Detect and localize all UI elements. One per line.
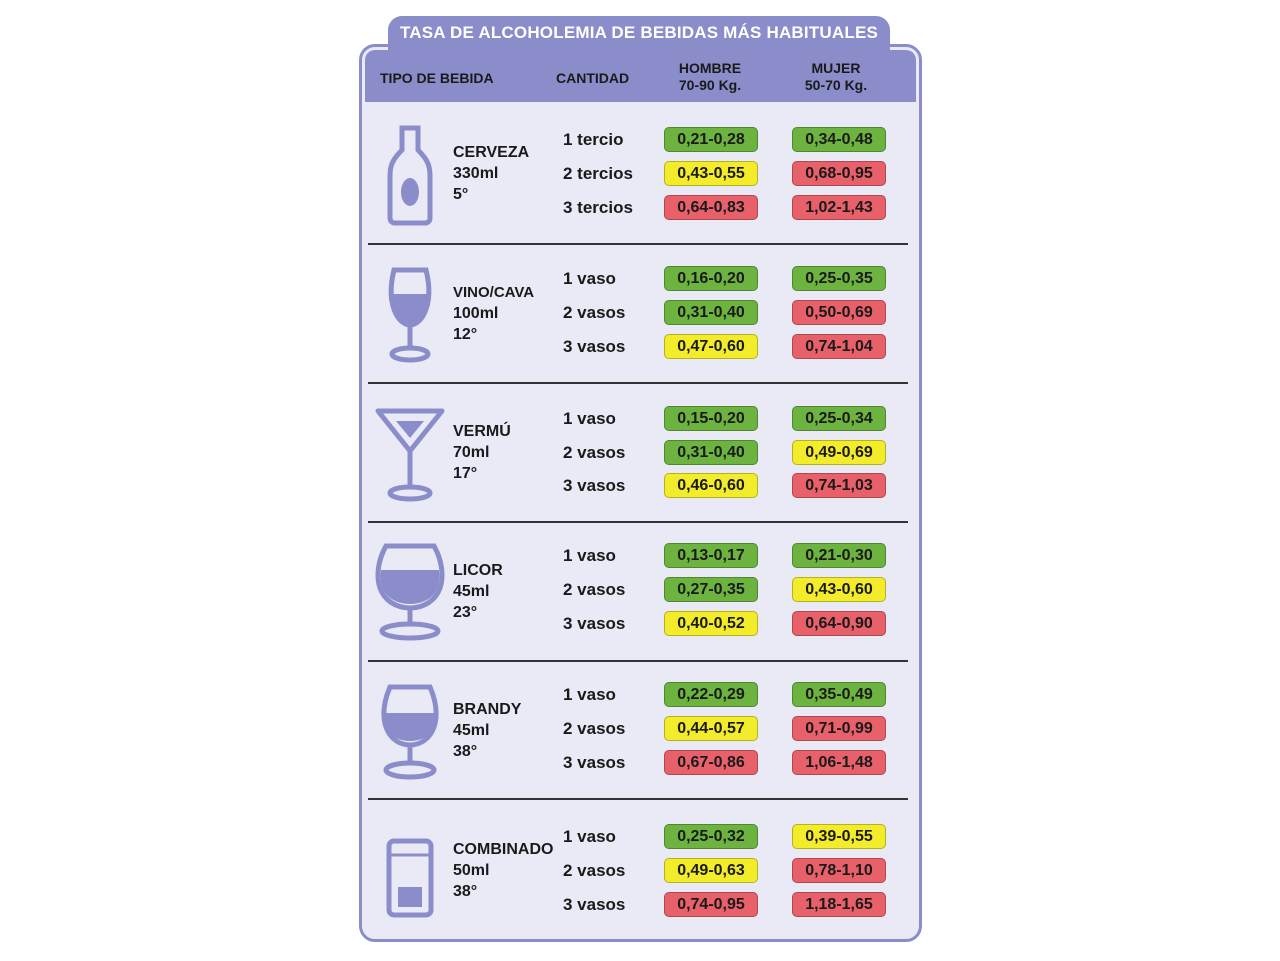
quantity-label: 2 vasos: [563, 303, 626, 322]
row-divider: [368, 243, 908, 245]
hombre-value-badge: 0,64-0,83: [664, 195, 758, 220]
drink-degrees: 12°: [453, 326, 478, 343]
hombre-value-badge: 0,46-0,60: [664, 473, 758, 498]
drink-section-cerveza: CERVEZA 330ml 5° 1 tercio 2 tercios 3 te…: [368, 104, 908, 243]
quantity-label: 3 tercios: [563, 198, 633, 217]
header-cantidad: CANTIDAD: [556, 70, 630, 86]
mujer-value-badge: 0,50-0,69: [792, 300, 886, 325]
drink-name: VERMÚ: [453, 423, 511, 440]
mujer-value-badge: 1,06-1,48: [792, 750, 886, 775]
mujer-value-badge: 0,25-0,34: [792, 406, 886, 431]
mujer-value-badge: 1,02-1,43: [792, 195, 886, 220]
mujer-value-badge: 0,71-0,99: [792, 716, 886, 741]
hombre-value-badge: 0,21-0,28: [664, 127, 758, 152]
quantity-label: 3 vasos: [563, 753, 626, 772]
row-divider: [368, 798, 908, 800]
hombre-value-badge: 0,25-0,32: [664, 824, 758, 849]
drink-name: LICOR: [453, 562, 503, 579]
table-title: TASA DE ALCOHOLEMIA DE BEBIDAS MÁS HABIT…: [388, 16, 890, 50]
mujer-value-badge: 0,74-1,04: [792, 334, 886, 359]
drink-degrees: 23°: [453, 604, 478, 621]
hombre-value-badge: 0,31-0,40: [664, 440, 758, 465]
quantity-label: 3 vasos: [563, 614, 626, 633]
hombre-value-badge: 0,43-0,55: [664, 161, 758, 186]
header-tipo: TIPO DE BEBIDA: [380, 70, 494, 86]
hombre-value-badge: 0,67-0,86: [664, 750, 758, 775]
header-mujer-weight: 50-70 Kg.: [804, 77, 868, 93]
quantity-label: 1 vaso: [563, 685, 616, 704]
mujer-value-badge: 0,74-1,03: [792, 473, 886, 498]
quantity-label: 1 vaso: [563, 546, 616, 565]
drink-degrees: 38°: [453, 743, 478, 760]
quantity-label: 1 vaso: [563, 269, 616, 288]
mujer-value-badge: 0,49-0,69: [792, 440, 886, 465]
drink-section-vermu: VERMÚ 70ml 17° 1 vaso 2 vasos 3 vasos 0,…: [368, 383, 908, 522]
drink-name: VINO/CAVA: [453, 284, 535, 301]
drink-volume: 45ml: [453, 722, 490, 739]
mujer-value-badge: 0,35-0,49: [792, 682, 886, 707]
mujer-value-badge: 0,68-0,95: [792, 161, 886, 186]
mujer-value-badge: 0,34-0,48: [792, 127, 886, 152]
drink-volume: 70ml: [453, 444, 490, 461]
mujer-value-badge: 0,39-0,55: [792, 824, 886, 849]
highball-glass-icon: [386, 838, 434, 918]
drink-volume: 330ml: [453, 165, 499, 182]
hombre-value-badge: 0,47-0,60: [664, 334, 758, 359]
header-hombre: HOMBRE 70-90 Kg.: [650, 60, 770, 94]
drink-name: CERVEZA: [453, 144, 530, 161]
quantity-label: 2 vasos: [563, 861, 626, 880]
hombre-value-badge: 0,22-0,29: [664, 682, 758, 707]
drink-degrees: 38°: [453, 883, 478, 900]
quantity-label: 3 vasos: [563, 895, 626, 914]
row-divider: [368, 382, 908, 384]
quantity-label: 1 vaso: [563, 409, 616, 428]
mujer-value-badge: 0,64-0,90: [792, 611, 886, 636]
brandy-snifter-icon: [381, 684, 439, 780]
wine-glass-icon: [388, 267, 432, 363]
mujer-value-badge: 0,43-0,60: [792, 577, 886, 602]
drink-volume: 50ml: [453, 862, 490, 879]
hombre-value-badge: 0,74-0,95: [664, 892, 758, 917]
quantity-label: 1 vaso: [563, 827, 616, 846]
table-header: TIPO DE BEBIDA CANTIDAD HOMBRE 70-90 Kg.…: [365, 50, 916, 102]
martini-glass-icon: [375, 408, 445, 502]
drink-volume: 100ml: [453, 305, 499, 322]
quantity-label: 3 vasos: [563, 337, 626, 356]
mujer-value-badge: 0,21-0,30: [792, 543, 886, 568]
beer-bottle-icon: [387, 125, 433, 226]
header-hombre-weight: 70-90 Kg.: [678, 77, 742, 93]
header-mujer: MUJER 50-70 Kg.: [776, 60, 896, 94]
drink-volume: 45ml: [453, 583, 490, 600]
header-hombre-label: HOMBRE: [678, 60, 742, 76]
drink-section-brandy: BRANDY 45ml 38° 1 vaso 2 vasos 3 vasos 0…: [368, 661, 908, 800]
quantity-label: 1 tercio: [563, 130, 624, 149]
quantity-label: 2 vasos: [563, 719, 626, 738]
row-divider: [368, 660, 908, 662]
mujer-value-badge: 0,25-0,35: [792, 266, 886, 291]
liqueur-glass-icon: [375, 543, 445, 641]
row-divider: [368, 521, 908, 523]
hombre-value-badge: 0,44-0,57: [664, 716, 758, 741]
mujer-value-badge: 1,18-1,65: [792, 892, 886, 917]
drink-name: BRANDY: [453, 701, 522, 718]
drink-degrees: 17°: [453, 465, 478, 482]
mujer-value-badge: 0,78-1,10: [792, 858, 886, 883]
hombre-value-badge: 0,40-0,52: [664, 611, 758, 636]
quantity-label: 3 vasos: [563, 476, 626, 495]
header-mujer-label: MUJER: [811, 60, 861, 76]
drink-section-vino: VINO/CAVA 100ml 12° 1 vaso 2 vasos 3 vas…: [368, 244, 908, 383]
hombre-value-badge: 0,49-0,63: [664, 858, 758, 883]
quantity-label: 2 tercios: [563, 164, 633, 183]
hombre-value-badge: 0,27-0,35: [664, 577, 758, 602]
hombre-value-badge: 0,31-0,40: [664, 300, 758, 325]
drink-section-combinado: COMBINADO 50ml 38° 1 vaso 2 vasos 3 vaso…: [368, 799, 908, 938]
hombre-value-badge: 0,13-0,17: [664, 543, 758, 568]
drink-name: COMBINADO: [453, 841, 554, 858]
hombre-value-badge: 0,16-0,20: [664, 266, 758, 291]
drink-section-licor: LICOR 45ml 23° 1 vaso 2 vasos 3 vasos 0,…: [368, 522, 908, 661]
hombre-value-badge: 0,15-0,20: [664, 406, 758, 431]
drink-degrees: 5°: [453, 186, 469, 203]
quantity-label: 2 vasos: [563, 580, 626, 599]
quantity-label: 2 vasos: [563, 443, 626, 462]
